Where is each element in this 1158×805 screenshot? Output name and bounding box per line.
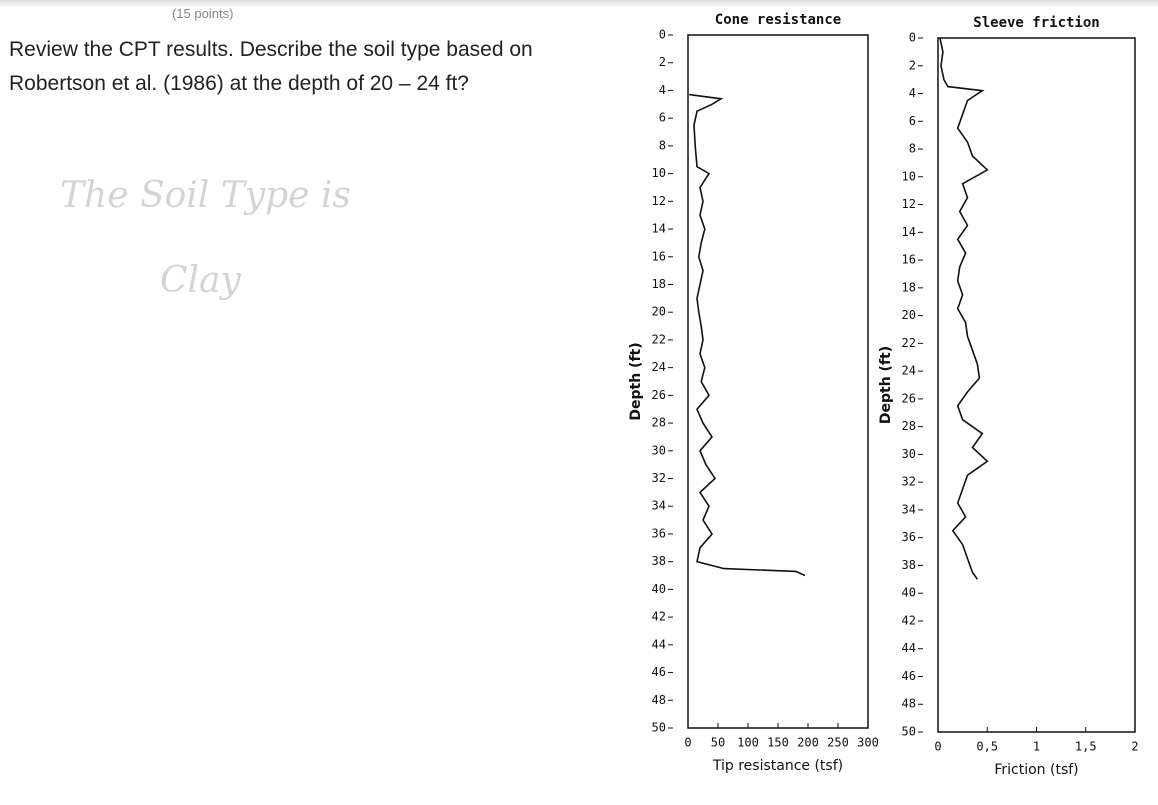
x-tick-label: 0: [934, 740, 941, 754]
question-line: Robertson et al. (1986) at the depth of …: [9, 72, 469, 95]
x-tick-label: 50: [711, 736, 725, 750]
y-tick-label: 0: [659, 28, 666, 42]
y-tick-label: 38: [652, 554, 666, 568]
y-tick-label: 2: [659, 55, 666, 69]
y-tick-label: 28: [902, 419, 916, 433]
y-tick-label: 42: [902, 613, 916, 627]
y-tick-label: 26: [902, 391, 916, 405]
y-tick-label: 22: [652, 332, 666, 346]
data-line: [689, 93, 806, 577]
y-tick-label: 24: [652, 360, 666, 374]
chart-title: Cone resistance: [715, 12, 841, 28]
y-axis-title: Depth (ft): [878, 346, 894, 424]
y-tick-label: 30: [902, 447, 916, 461]
y-tick-label: 14: [902, 225, 916, 239]
y-tick-label: 20: [652, 305, 666, 319]
x-tick-label: 2: [1131, 740, 1138, 754]
y-tick-label: 10: [902, 169, 916, 183]
y-tick-label: 0: [909, 31, 916, 45]
y-tick-label: 46: [652, 665, 666, 679]
top-bar: [0, 0, 1158, 8]
y-tick-label: 10: [652, 166, 666, 180]
chart-title: Sleeve friction: [973, 15, 1099, 31]
y-tick-label: 12: [652, 194, 666, 208]
x-axis-title: Friction (tsf): [994, 762, 1078, 778]
y-tick-label: 26: [652, 388, 666, 402]
y-tick-label: 20: [902, 308, 916, 322]
points-header: (15 points): [172, 6, 234, 21]
y-tick-label: 18: [902, 280, 916, 294]
x-tick-label: 200: [797, 736, 819, 750]
y-tick-label: 30: [652, 443, 666, 457]
y-tick-label: 44: [652, 637, 666, 651]
x-tick-label: 150: [767, 736, 789, 750]
y-tick-label: 4: [909, 86, 916, 100]
y-tick-label: 44: [902, 641, 916, 655]
y-tick-label: 38: [902, 558, 916, 572]
y-tick-label: 36: [902, 530, 916, 544]
y-tick-label: 6: [909, 114, 916, 128]
y-tick-label: 32: [902, 475, 916, 489]
data-line: [939, 37, 989, 580]
y-tick-label: 50: [652, 721, 666, 735]
y-tick-label: 8: [659, 138, 666, 152]
y-tick-label: 46: [902, 669, 916, 683]
y-tick-label: 36: [652, 526, 666, 540]
x-tick-label: 0: [684, 736, 691, 750]
y-tick-label: 14: [652, 222, 666, 236]
x-tick-label: 1: [1033, 740, 1040, 754]
y-tick-label: 18: [652, 277, 666, 291]
y-tick-label: 12: [902, 197, 916, 211]
y-tick-label: 34: [902, 502, 916, 516]
y-tick-label: 40: [652, 582, 666, 596]
y-tick-label: 50: [902, 725, 916, 739]
y-axis-title: Depth (ft): [628, 342, 644, 420]
y-tick-label: 40: [902, 586, 916, 600]
y-tick-label: 2: [909, 58, 916, 72]
y-tick-label: 22: [902, 336, 916, 350]
y-tick-label: 32: [652, 471, 666, 485]
question-line: Review the CPT results. Describe the soi…: [9, 38, 533, 61]
y-tick-label: 4: [659, 83, 666, 97]
x-tick-label: 250: [827, 736, 849, 750]
handwritten-answer: Clay: [160, 260, 241, 301]
y-tick-label: 48: [902, 697, 916, 711]
y-tick-label: 48: [652, 693, 666, 707]
x-tick-label: 1,5: [1075, 740, 1097, 754]
handwritten-answer: The Soil Type is: [60, 175, 351, 216]
y-tick-label: 16: [652, 249, 666, 263]
x-tick-label: 100: [737, 736, 759, 750]
y-tick-label: 34: [652, 499, 666, 513]
y-tick-label: 6: [659, 111, 666, 125]
y-tick-label: 28: [652, 416, 666, 430]
y-tick-label: 42: [652, 610, 666, 624]
plot-frame: [687, 34, 869, 729]
x-tick-label: 0,5: [976, 740, 998, 754]
y-tick-label: 8: [909, 142, 916, 156]
x-tick-label: 300: [857, 736, 879, 750]
y-tick-label: 16: [902, 253, 916, 267]
y-tick-label: 24: [902, 364, 916, 378]
x-axis-title: Tip resistance (tsf): [712, 758, 843, 774]
